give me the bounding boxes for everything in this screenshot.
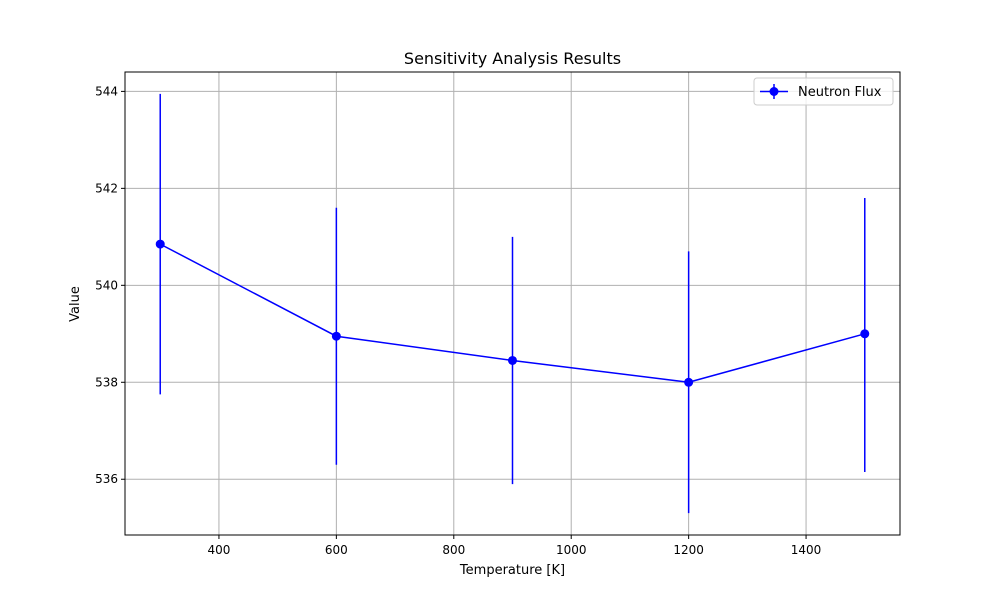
data-point (155, 239, 165, 249)
y-tick-label: 538 (95, 375, 118, 389)
y-tick-label: 542 (95, 181, 118, 195)
x-axis-label: Temperature [K] (459, 563, 565, 578)
y-axis-label: Value (68, 286, 83, 322)
x-tick-label: 1400 (791, 543, 822, 557)
y-tick-label: 536 (95, 472, 118, 486)
x-tick-label: 400 (207, 543, 230, 557)
y-tick-label: 544 (95, 84, 118, 98)
data-point (508, 355, 517, 365)
x-tick-label: 600 (325, 543, 348, 557)
x-tick-label: 800 (442, 543, 465, 557)
plot-frame (124, 71, 901, 536)
ticks-layer: 400 600 800 1000 1200 1400 536 538 540 542 544 (95, 84, 821, 557)
legend-box (753, 77, 894, 106)
legend-label-neutron-flux: Neutron Flux (798, 85, 882, 100)
series-layer (155, 93, 870, 514)
legend: Neutron Flux (753, 77, 894, 106)
x-tick-label: 1200 (673, 543, 704, 557)
legend-marker-sample (769, 87, 779, 96)
data-point (331, 331, 341, 341)
y-tick-label: 540 (95, 278, 118, 292)
chart-title: Sensitivity Analysis Results (404, 49, 621, 68)
data-point (860, 329, 870, 339)
x-tick-label: 1000 (556, 543, 587, 557)
data-point (684, 377, 694, 387)
